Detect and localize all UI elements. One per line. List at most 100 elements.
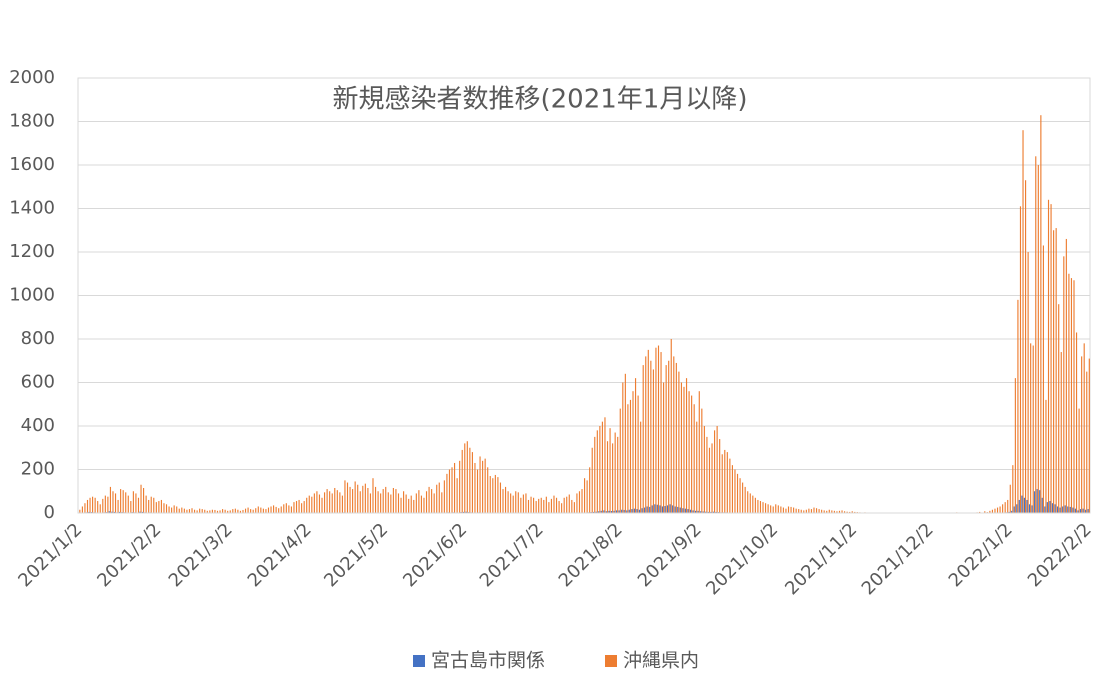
bar	[92, 496, 94, 513]
bar	[237, 509, 239, 513]
bar	[108, 511, 110, 513]
bar	[436, 484, 438, 513]
bar	[150, 496, 152, 513]
bar	[357, 484, 359, 513]
bar	[244, 508, 247, 513]
bar	[744, 486, 746, 513]
bar	[510, 493, 512, 513]
bar	[1040, 115, 1042, 513]
bar	[696, 421, 698, 513]
bar	[808, 508, 810, 513]
bar	[410, 495, 412, 513]
bar	[573, 502, 575, 513]
bar	[605, 511, 607, 513]
bar	[441, 492, 443, 513]
bar	[553, 495, 555, 513]
bar	[663, 382, 665, 513]
bar	[650, 360, 652, 513]
bar	[456, 478, 458, 513]
bar	[665, 365, 667, 513]
bar	[775, 504, 777, 513]
chart-title: 新規感染者数推移(2021年1月以降)	[333, 85, 748, 115]
bar	[991, 509, 994, 513]
y-tick-label: 600	[21, 372, 55, 393]
bar	[989, 510, 991, 513]
bar	[610, 511, 613, 513]
bar	[171, 507, 173, 513]
legend-label: 沖縄県内	[623, 650, 699, 672]
bar	[1059, 507, 1061, 513]
bar	[1009, 484, 1011, 513]
bar	[168, 506, 170, 513]
bar	[336, 490, 338, 513]
bar	[494, 474, 496, 513]
bar	[428, 486, 430, 513]
bar	[517, 492, 519, 513]
bar	[155, 502, 157, 513]
bar	[703, 426, 705, 513]
bar	[397, 493, 400, 513]
bar	[823, 510, 825, 513]
bar	[1058, 304, 1060, 513]
bar	[359, 491, 361, 513]
bar	[996, 507, 999, 513]
bar	[724, 449, 726, 513]
bar	[747, 491, 749, 513]
bar	[1037, 165, 1039, 513]
bar	[530, 496, 532, 513]
bar	[242, 509, 244, 513]
bar	[193, 509, 196, 513]
bar	[104, 495, 106, 513]
bar	[818, 509, 820, 513]
bar	[311, 496, 313, 513]
bar	[1030, 343, 1032, 513]
bar	[697, 510, 699, 513]
bar	[710, 511, 712, 513]
y-tick-label: 0	[44, 502, 55, 523]
bar	[770, 505, 772, 513]
bar	[326, 489, 328, 513]
bar	[438, 482, 440, 513]
y-tick-label: 400	[21, 415, 55, 436]
bar	[285, 503, 287, 513]
bar	[499, 482, 502, 513]
bar	[222, 509, 224, 513]
bar	[301, 503, 303, 513]
bar	[714, 430, 716, 513]
bar	[451, 467, 453, 513]
bar	[211, 509, 213, 513]
bar	[512, 495, 514, 513]
bar	[81, 506, 83, 513]
bar	[698, 391, 700, 513]
bar	[1079, 509, 1082, 513]
bar	[122, 490, 124, 513]
bar	[584, 478, 586, 513]
bar	[461, 449, 463, 513]
bar	[777, 505, 779, 513]
bar	[354, 481, 356, 513]
bar	[160, 499, 162, 513]
bar	[298, 499, 300, 513]
bar	[216, 510, 219, 513]
bar	[707, 511, 709, 513]
bar	[1012, 465, 1014, 513]
bar	[659, 505, 661, 513]
bar	[646, 506, 648, 513]
bar	[1054, 504, 1056, 513]
bar	[201, 509, 203, 513]
bar	[443, 480, 445, 513]
bar	[111, 511, 113, 513]
bar	[655, 347, 657, 513]
bar	[392, 487, 394, 513]
bar	[571, 499, 573, 513]
bar	[595, 511, 597, 513]
bar	[813, 507, 815, 513]
bar	[130, 501, 132, 513]
bar	[787, 506, 790, 513]
bar	[734, 469, 736, 513]
bar	[762, 502, 764, 513]
bar	[535, 501, 537, 513]
bar	[1068, 273, 1070, 513]
bar	[675, 362, 677, 513]
bar	[731, 465, 733, 513]
